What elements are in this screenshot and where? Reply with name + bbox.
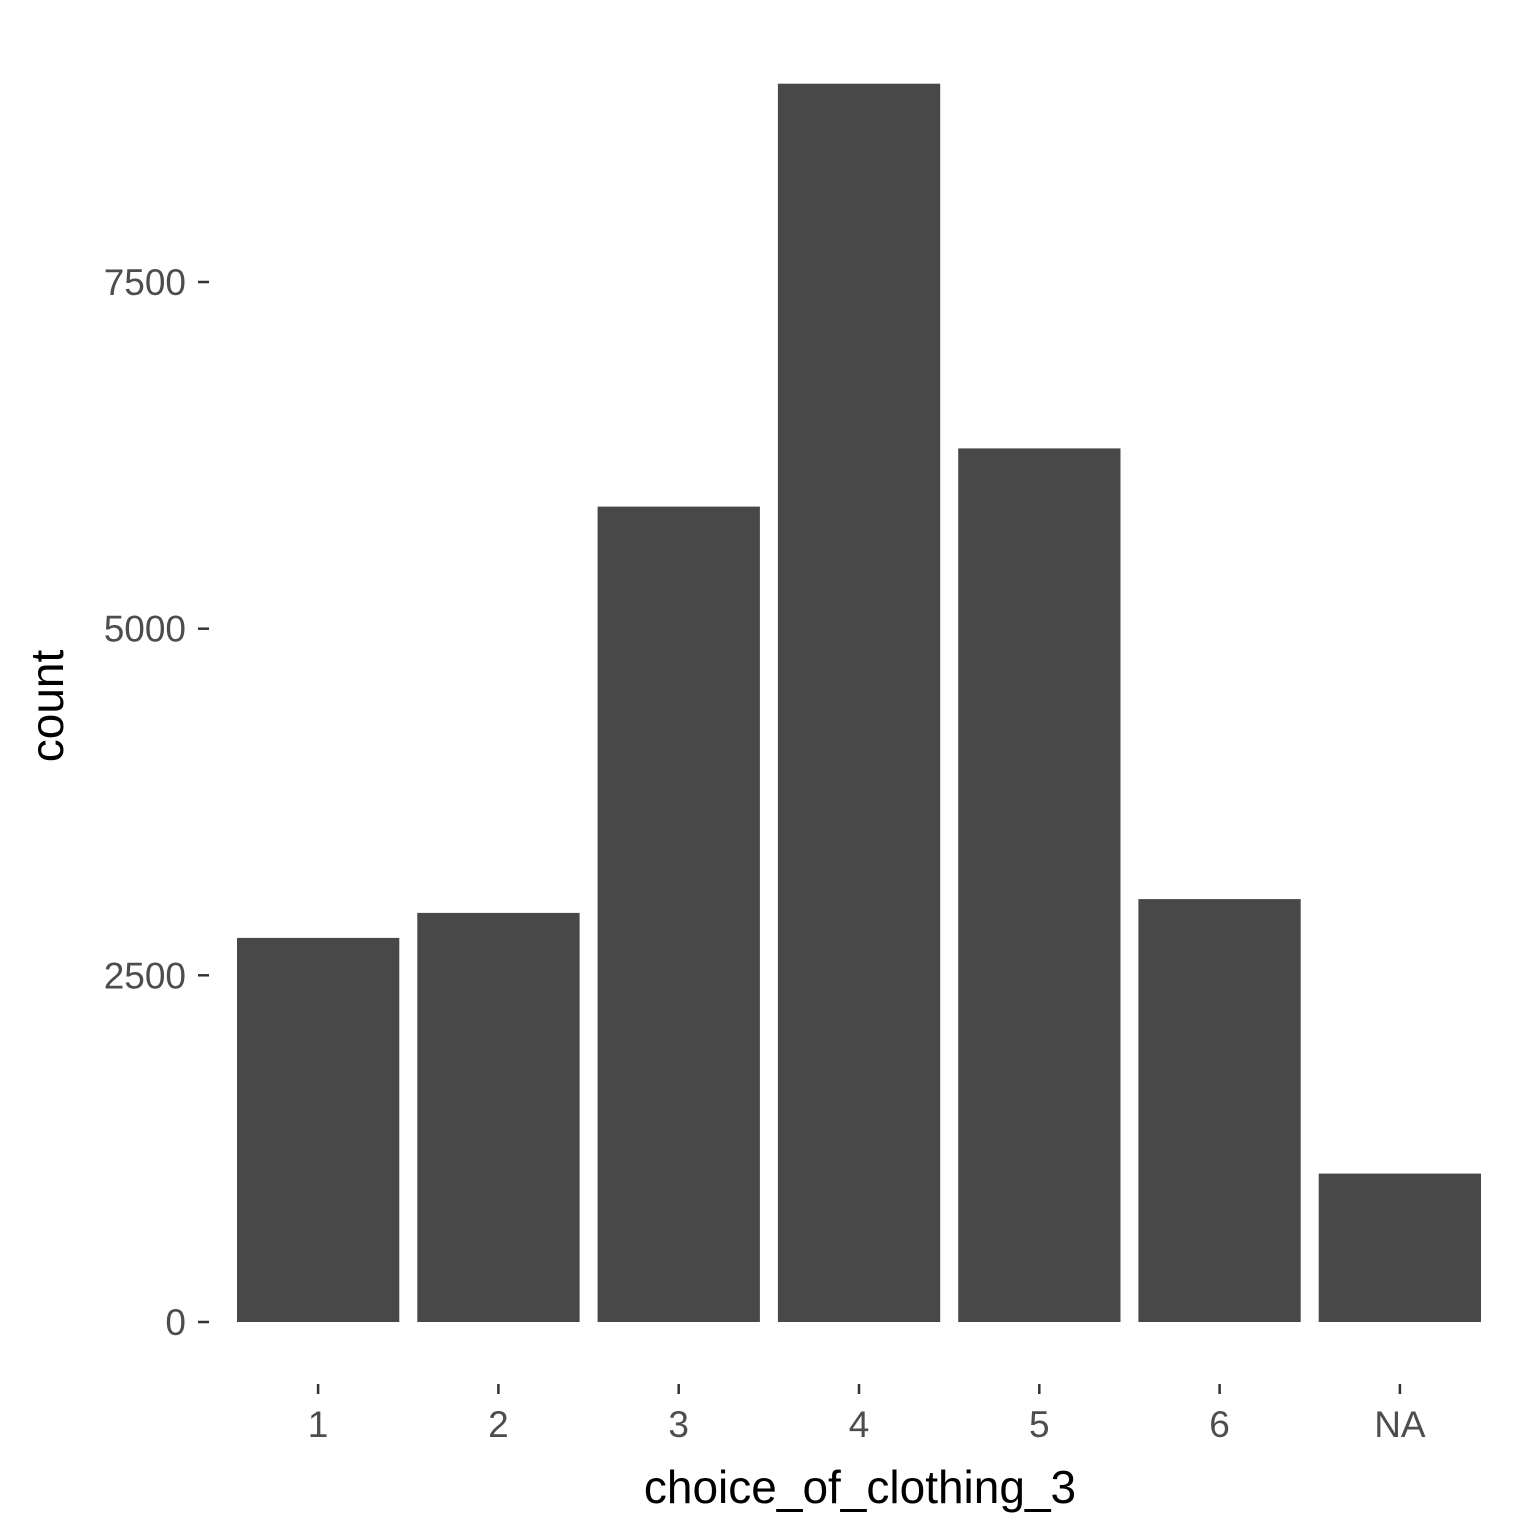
y-tick-label: 2500: [104, 955, 186, 996]
bars-group: [237, 83, 1481, 1323]
y-tick-label: 0: [165, 1302, 186, 1343]
x-axis: 1 2 3 4 5 6 NA: [308, 1384, 1426, 1445]
y-axis: 0 2500 5000 7500: [104, 262, 209, 1343]
x-tick-label: 2: [488, 1404, 509, 1445]
bar-4: [777, 83, 941, 1323]
y-tick-label: 5000: [104, 609, 186, 650]
x-axis-title: choice_of_clothing_3: [644, 1461, 1076, 1513]
x-tick-label: 1: [308, 1404, 329, 1445]
bar-2: [417, 912, 580, 1322]
bar-na: [1318, 1173, 1481, 1322]
x-tick-label: 5: [1029, 1404, 1050, 1445]
bar-5: [958, 448, 1121, 1322]
x-tick-label: 6: [1209, 1404, 1230, 1445]
y-axis-title: count: [21, 650, 73, 763]
x-tick-label: 3: [668, 1404, 689, 1445]
x-tick-label: 4: [849, 1404, 870, 1445]
bar-6: [1138, 899, 1301, 1322]
bar-3: [597, 506, 760, 1323]
y-tick-label: 7500: [104, 262, 186, 303]
x-tick-label: NA: [1374, 1404, 1426, 1445]
bar-1: [237, 937, 400, 1322]
